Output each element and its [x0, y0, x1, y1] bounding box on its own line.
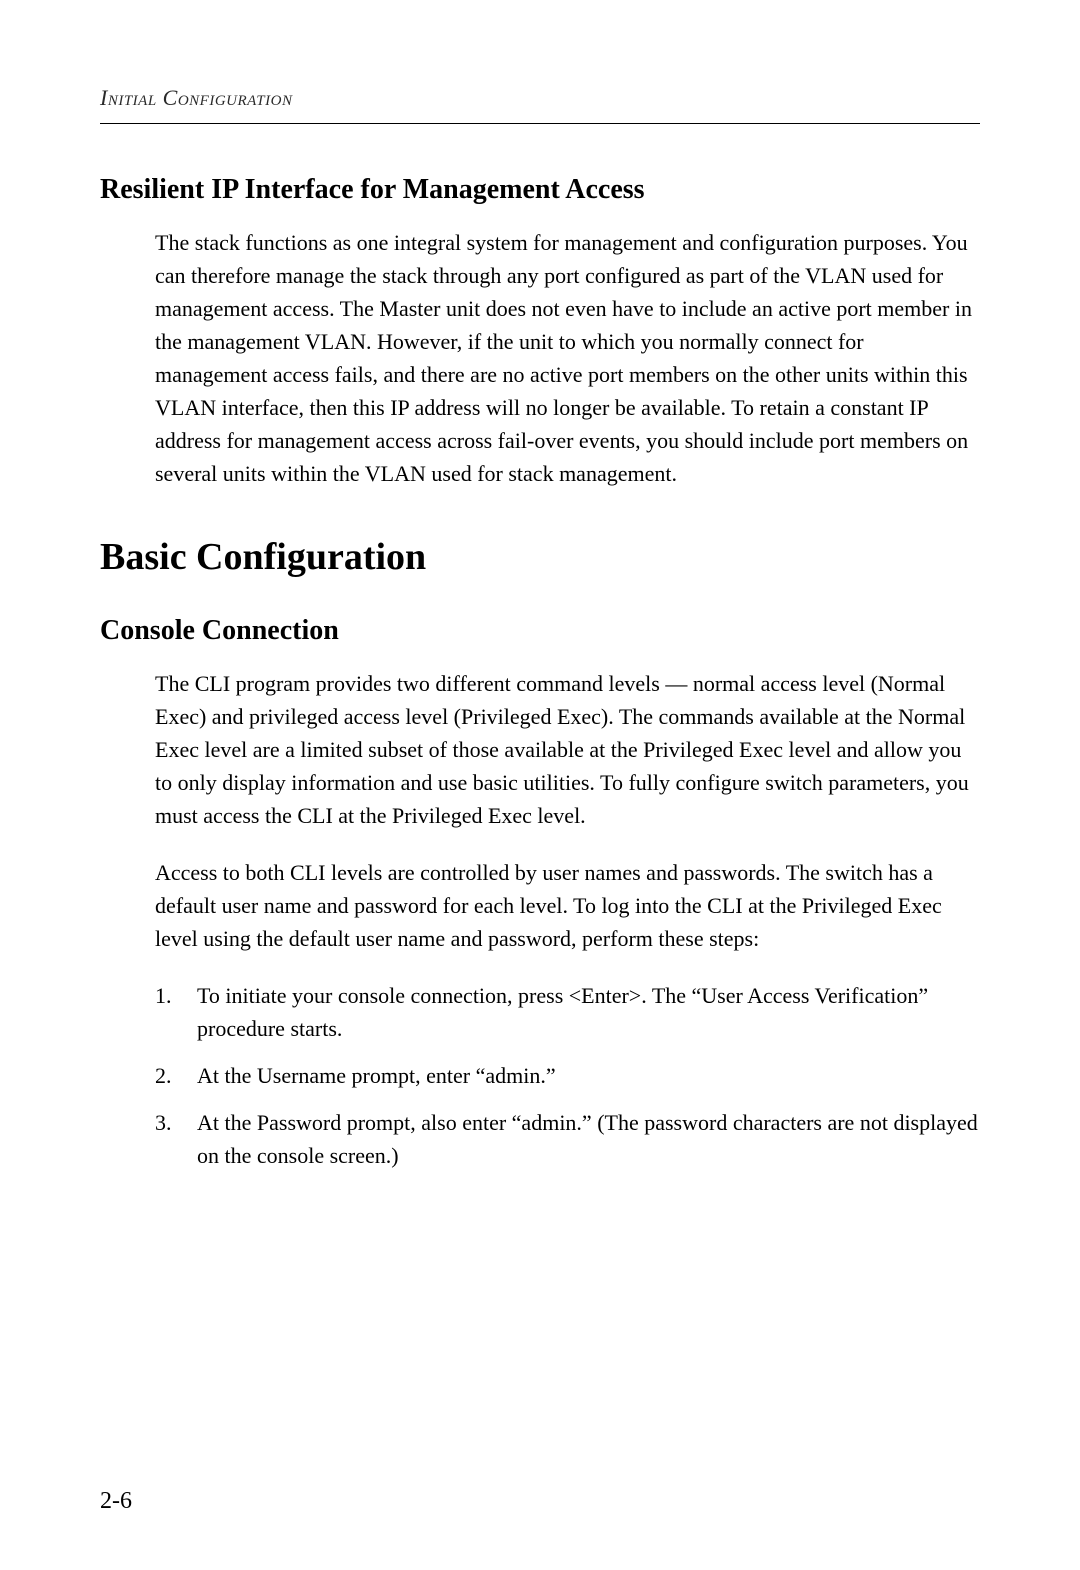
paragraph-console-2: Access to both CLI levels are controlled…: [155, 856, 980, 955]
paragraph-console-1: The CLI program provides two different c…: [155, 667, 980, 832]
list-item: At the Username prompt, enter “admin.”: [155, 1059, 980, 1092]
section-heading-basic-config: Basic Configuration: [100, 535, 980, 579]
paragraph-resilient: The stack functions as one integral syst…: [155, 226, 980, 490]
section-heading-resilient: Resilient IP Interface for Management Ac…: [100, 174, 980, 206]
list-item: At the Password prompt, also enter “admi…: [155, 1106, 980, 1172]
page-number: 2-6: [100, 1488, 132, 1515]
header-divider: [100, 123, 980, 124]
running-header: Initial Configuration: [100, 85, 980, 111]
section-heading-console: Console Connection: [100, 615, 980, 647]
steps-list: To initiate your console connection, pre…: [155, 979, 980, 1172]
list-item: To initiate your console connection, pre…: [155, 979, 980, 1045]
